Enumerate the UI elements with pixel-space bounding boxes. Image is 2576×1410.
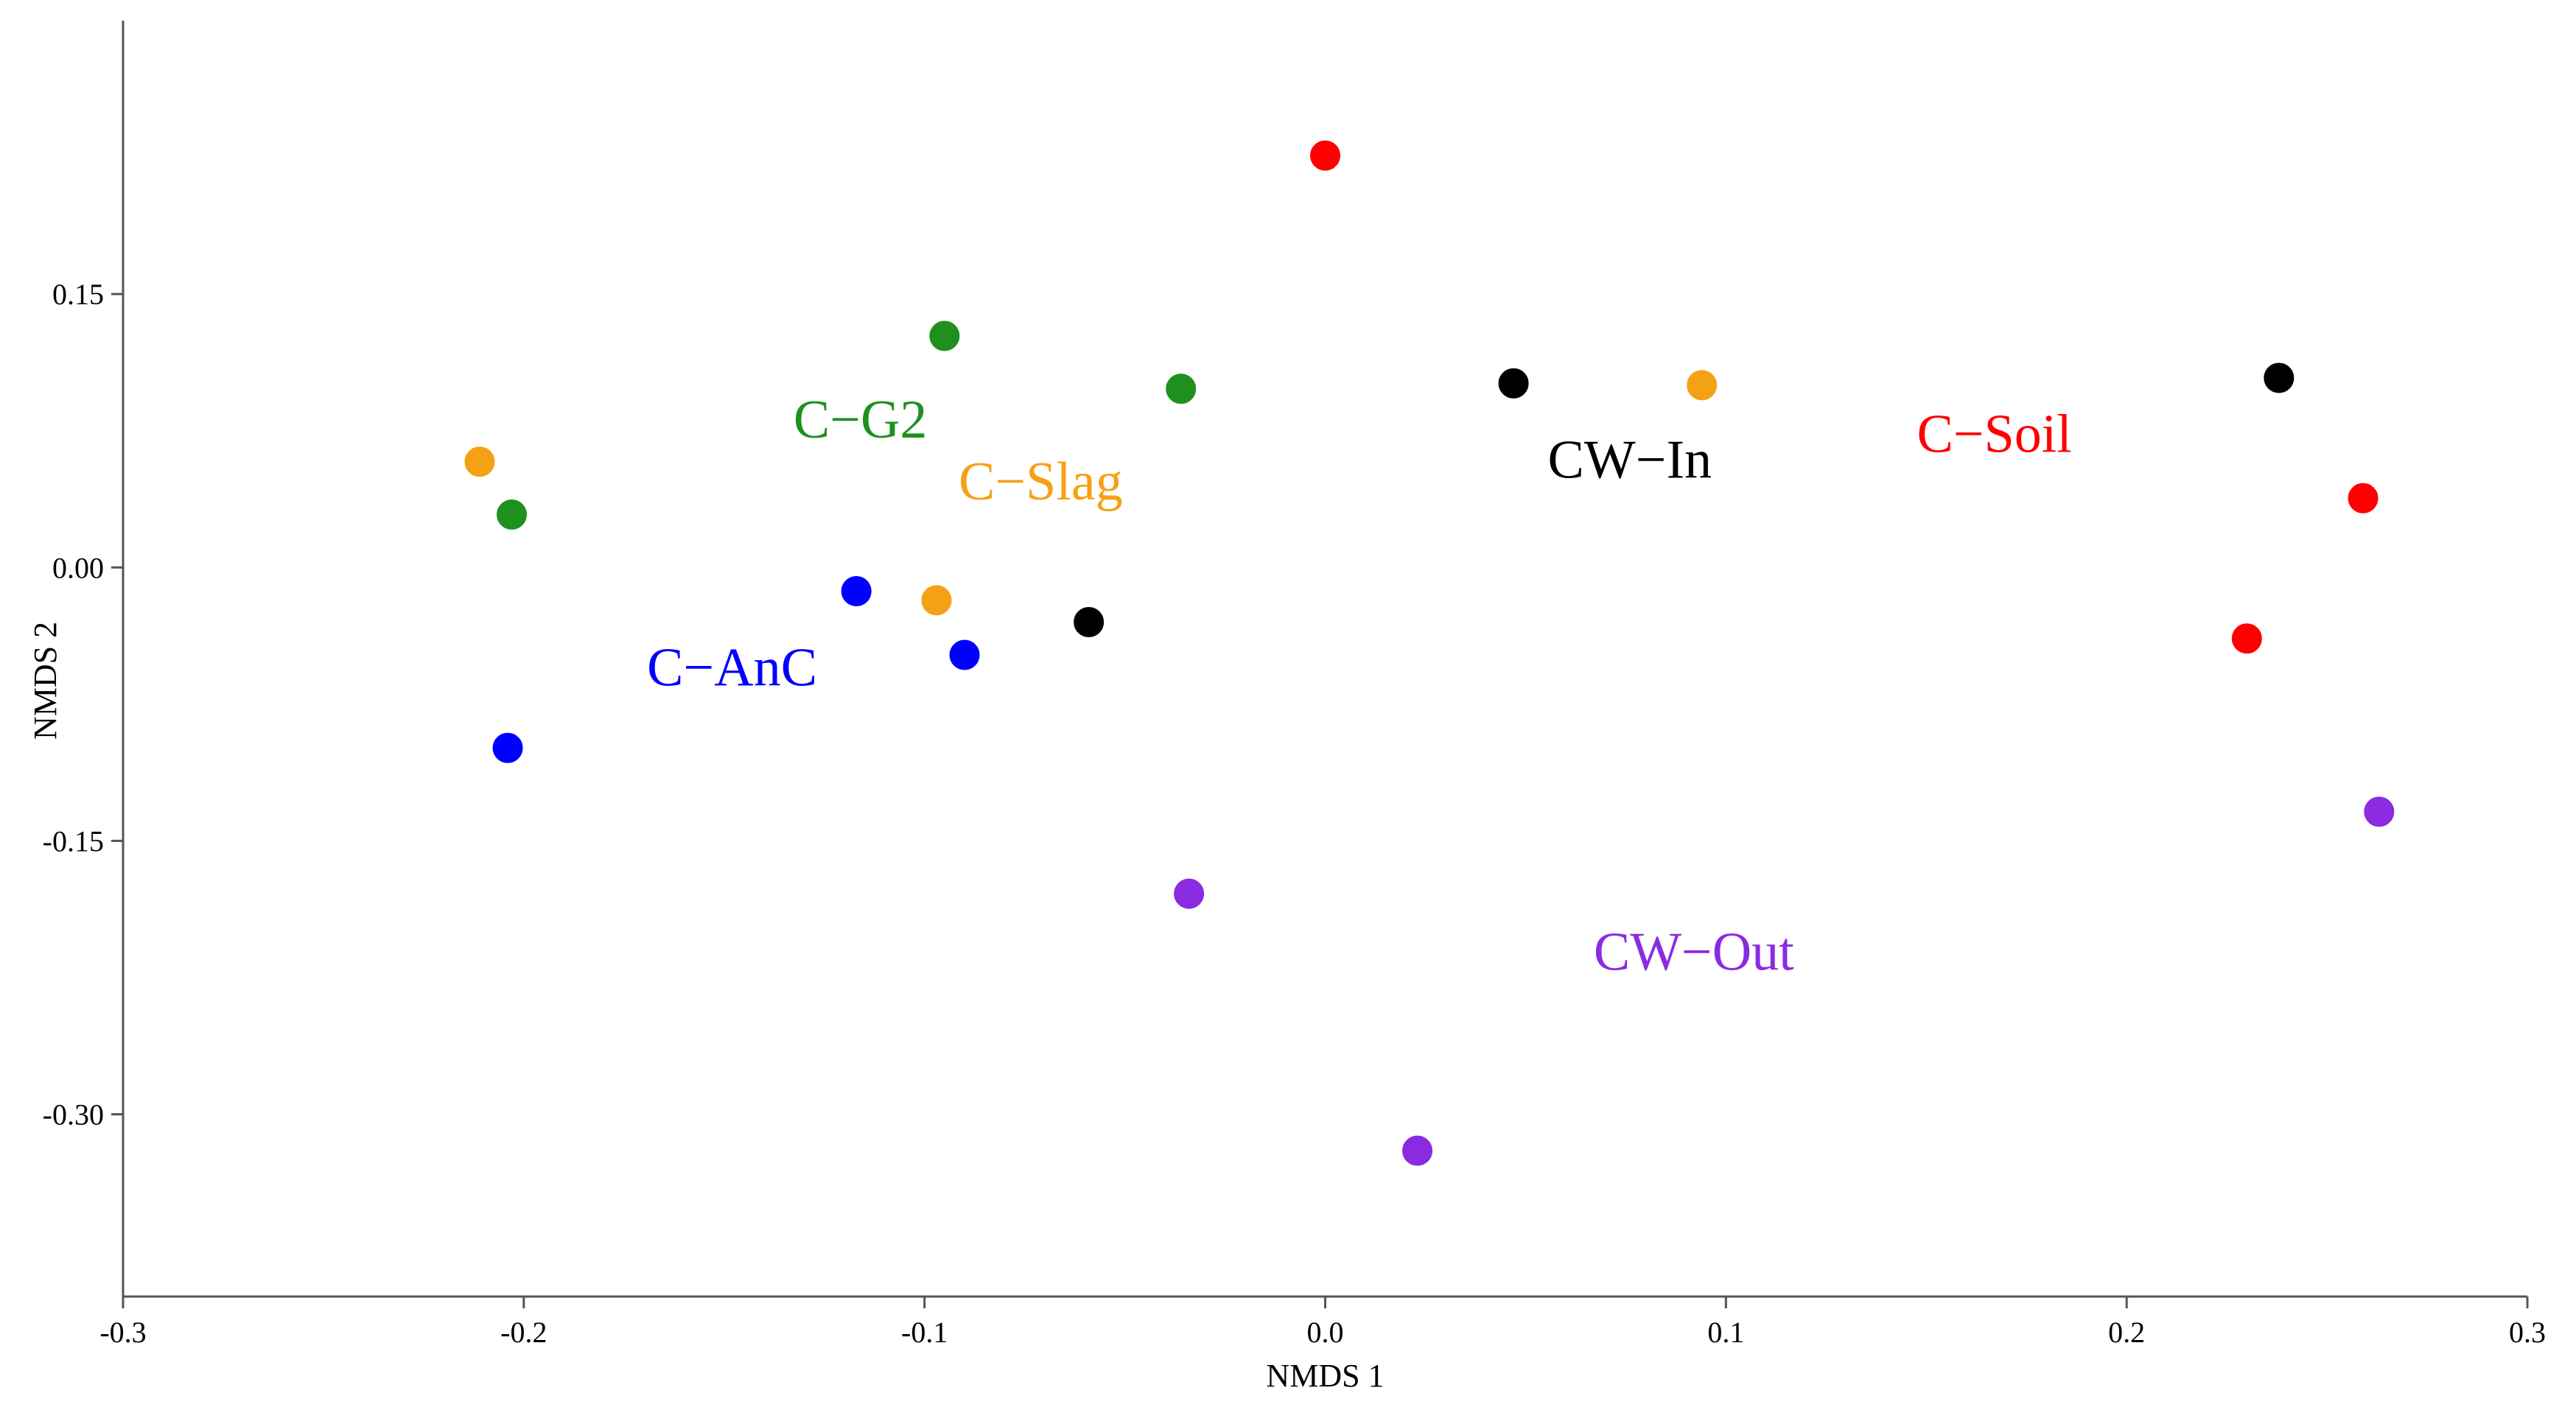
data-point <box>2229 621 2264 656</box>
data-point <box>1308 138 1343 173</box>
data-point <box>494 497 530 533</box>
data-point <box>1071 605 1107 640</box>
data-point <box>927 318 962 354</box>
data-point <box>947 637 982 673</box>
data-point <box>1163 371 1199 407</box>
y-tick-label: -0.30 <box>43 1098 104 1132</box>
group-label: CW−Out <box>1594 922 1794 982</box>
group-label: C−AnC <box>647 637 817 698</box>
x-tick-label: 0.3 <box>2509 1316 2546 1349</box>
x-axis-label: NMDS 1 <box>1266 1358 1384 1394</box>
data-point <box>2261 360 2297 396</box>
data-points <box>462 138 2397 1168</box>
data-point <box>462 444 497 480</box>
data-point <box>839 573 874 608</box>
y-tick-label: 0.00 <box>52 551 104 584</box>
data-point <box>919 583 954 618</box>
y-ticks: -0.30 -0.15 0.00 0.15 <box>43 278 123 1132</box>
group-label: C−Soil <box>1917 404 2072 465</box>
data-point <box>490 730 525 765</box>
x-tick-label: 0.0 <box>1307 1316 1344 1349</box>
y-tick-label: 0.15 <box>52 278 104 311</box>
x-tick-label: -0.2 <box>500 1316 547 1349</box>
data-point <box>1172 876 1207 911</box>
x-ticks: -0.3 -0.2 -0.1 0.0 0.1 0.2 0.3 <box>99 1297 2546 1349</box>
data-point <box>1400 1133 1435 1168</box>
data-point <box>2345 480 2381 516</box>
x-tick-label: -0.1 <box>901 1316 948 1349</box>
x-tick-label: 0.2 <box>2108 1316 2145 1349</box>
y-axis-label: NMDS 2 <box>27 622 63 740</box>
y-tick-label: -0.15 <box>43 824 104 857</box>
group-label: CW−In <box>1548 429 1712 490</box>
group-label: C−Slag <box>959 452 1123 512</box>
x-tick-label: 0.1 <box>1707 1316 1744 1349</box>
axes: -0.3 -0.2 -0.1 0.0 0.1 0.2 0.3 -0.30 -0.15 0.00 0… <box>43 21 2546 1349</box>
x-tick-label: -0.3 <box>99 1316 146 1349</box>
group-label: C−G2 <box>794 390 928 450</box>
data-point <box>2362 794 2397 829</box>
group-labels: C−Soil CW−In C−Slag C−G2 C−AnC CW−Out <box>647 390 2072 982</box>
data-point <box>1684 368 1720 403</box>
data-point <box>1496 365 1531 401</box>
